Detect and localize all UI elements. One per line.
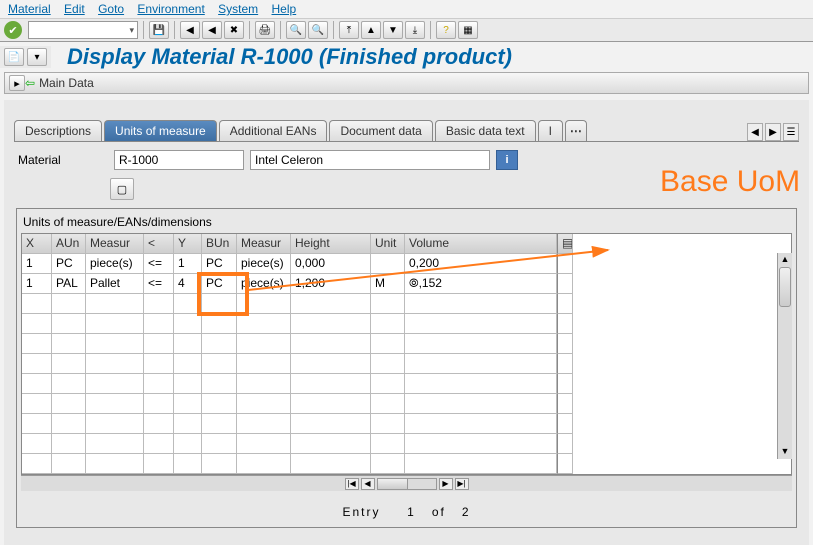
tab-units-of-measure[interactable]: Units of measure: [104, 120, 217, 141]
grid-hscroll[interactable]: |◀ ◀ ▶ ▶|: [21, 475, 792, 491]
menu-material[interactable]: Material: [8, 2, 51, 16]
menu-goto[interactable]: Goto: [98, 2, 124, 16]
col-Unit[interactable]: Unit: [371, 234, 405, 254]
col-Y[interactable]: Y: [174, 234, 202, 254]
find-next-button[interactable]: 🔍: [308, 21, 328, 39]
first-page-button[interactable]: ⤒: [339, 21, 359, 39]
command-field[interactable]: ▾: [28, 21, 138, 39]
material-helper-button[interactable]: ▢: [110, 178, 134, 200]
enter-button[interactable]: ✔: [4, 21, 22, 39]
bc-main[interactable]: Main Data: [39, 76, 94, 90]
next-page-button[interactable]: ▼: [383, 21, 403, 39]
bc-expand[interactable]: ▸: [9, 75, 25, 91]
tab-more[interactable]: ⋯: [565, 120, 587, 141]
col-end[interactable]: ▤: [557, 234, 573, 254]
col-AUn[interactable]: AUn: [52, 234, 86, 254]
menu-system[interactable]: System: [218, 2, 258, 16]
col-Volume[interactable]: Volume: [405, 234, 557, 254]
col-Measur[interactable]: Measur: [237, 234, 291, 254]
exit-button[interactable]: ◀: [202, 21, 222, 39]
cancel-button[interactable]: ✖: [224, 21, 244, 39]
back-button[interactable]: ◀: [180, 21, 200, 39]
info-button[interactable]: i: [496, 150, 518, 170]
annotation-text: Base UoM: [660, 165, 800, 199]
tab-document-data[interactable]: Document data: [329, 120, 432, 141]
sub-btn-1[interactable]: 📄: [4, 48, 24, 66]
entry-counter: Entry 1 of 2: [21, 491, 792, 523]
tab-basic-data-text[interactable]: Basic data text: [435, 120, 536, 141]
find-button[interactable]: 🔍: [286, 21, 306, 39]
main-toolbar: ✔ ▾ 💾 ◀ ◀ ✖ 🖨 🔍 🔍 ⤒ ▲ ▼ ⤓ ? ▦: [0, 18, 813, 42]
col-BUn[interactable]: BUn: [202, 234, 237, 254]
tab-scroll-left[interactable]: ◀: [747, 123, 763, 141]
col-Height[interactable]: Height: [291, 234, 371, 254]
prev-page-button[interactable]: ▲: [361, 21, 381, 39]
print-button[interactable]: 🖨: [255, 21, 275, 39]
hscroll-right[interactable]: ▶: [439, 478, 453, 490]
material-label: Material: [18, 153, 108, 167]
breadcrumb: ▸ ⇦ Main Data: [4, 72, 809, 94]
hscroll-first[interactable]: |◀: [345, 478, 359, 490]
tab-additional-eans[interactable]: Additional EANs: [219, 120, 328, 141]
menu-edit[interactable]: Edit: [64, 2, 85, 16]
grid-vscroll[interactable]: ▲ ▼: [777, 253, 792, 459]
layout-button[interactable]: ▦: [458, 21, 478, 39]
bc-back[interactable]: ⇦: [25, 76, 35, 90]
hscroll-left[interactable]: ◀: [361, 478, 375, 490]
save-button[interactable]: 💾: [149, 21, 169, 39]
tab-descriptions[interactable]: Descriptions: [14, 120, 102, 141]
uom-title: Units of measure/EANs/dimensions: [21, 213, 792, 233]
hscroll-last[interactable]: ▶|: [455, 478, 469, 490]
tabstrip: Descriptions Units of measure Additional…: [14, 120, 799, 142]
col-Measur[interactable]: Measur: [86, 234, 144, 254]
uom-panel: Units of measure/EANs/dimensions XAUnMea…: [16, 208, 797, 528]
description-input[interactable]: [250, 150, 490, 170]
menu-help[interactable]: Help: [272, 2, 297, 16]
tab-scroll-right[interactable]: ▶: [765, 123, 781, 141]
help-button[interactable]: ?: [436, 21, 456, 39]
menu-bar: Material Edit Goto Environment System He…: [0, 0, 813, 18]
menu-environment[interactable]: Environment: [137, 2, 204, 16]
annotation-highlight: [197, 272, 249, 316]
material-input[interactable]: [114, 150, 244, 170]
tab-list[interactable]: ☰: [783, 123, 799, 141]
page-title: Display Material R-1000 (Finished produc…: [51, 42, 522, 72]
uom-grid: XAUnMeasur<YBUnMeasurHeightUnitVolume▤1P…: [21, 233, 792, 475]
col-<[interactable]: <: [144, 234, 174, 254]
col-X[interactable]: X: [22, 234, 52, 254]
last-page-button[interactable]: ⤓: [405, 21, 425, 39]
sub-btn-dropdown[interactable]: ▾: [27, 48, 47, 66]
tab-i[interactable]: I: [538, 120, 563, 141]
